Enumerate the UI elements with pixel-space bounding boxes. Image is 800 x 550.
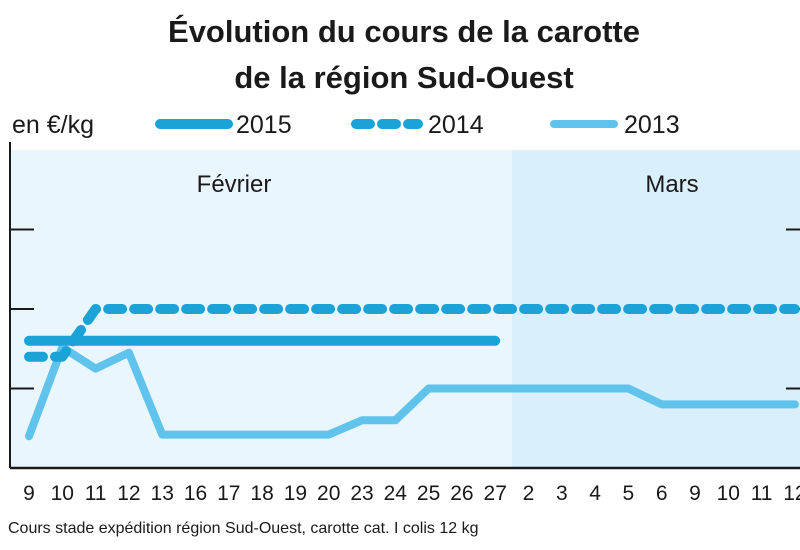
source-note: Cours stade expédition région Sud-Ouest,… bbox=[8, 520, 478, 537]
legend-label-2015: 2015 bbox=[236, 111, 292, 139]
x-tick-label-14: 27 bbox=[484, 482, 507, 505]
x-tick-label-9: 20 bbox=[317, 482, 340, 505]
series-line-2014 bbox=[24, 304, 800, 362]
series-lines bbox=[24, 304, 800, 441]
chart-title-line2: de la région Sud-Ouest bbox=[234, 60, 573, 95]
x-tick-label-6: 17 bbox=[217, 482, 240, 505]
x-tick-label-17: 4 bbox=[589, 482, 601, 505]
chart-title-line1: Évolution du cours de la carotte bbox=[168, 14, 640, 49]
x-axis-tick-labels: 9 10 11 12 13 16 17 18 19 20 23 24 25 26 27 2 3 4 5 6 9 10 11 1… bbox=[23, 482, 800, 505]
x-tick-label-0: 9 bbox=[23, 482, 35, 505]
series-line-2013 bbox=[25, 343, 799, 441]
x-tick-label-21: 10 bbox=[717, 482, 740, 505]
x-tick-label-19: 6 bbox=[656, 482, 668, 505]
x-tick-label-16: 3 bbox=[556, 482, 568, 505]
x-tick-label-10: 23 bbox=[350, 482, 373, 505]
period-label-fevrier: Février bbox=[197, 171, 272, 198]
x-tick-label-23: 12 bbox=[783, 482, 800, 505]
x-tick-label-1: 10 bbox=[51, 482, 74, 505]
x-tick-label-22: 11 bbox=[751, 482, 773, 505]
period-label-mars: Mars bbox=[645, 171, 698, 198]
x-tick-label-2: 11 bbox=[85, 482, 107, 505]
x-tick-label-13: 26 bbox=[450, 482, 473, 505]
legend-label-2014: 2014 bbox=[428, 111, 484, 139]
legend-label-2013: 2013 bbox=[624, 111, 680, 139]
x-tick-label-18: 5 bbox=[623, 482, 635, 505]
x-tick-label-8: 19 bbox=[284, 482, 307, 505]
x-tick-label-15: 2 bbox=[523, 482, 535, 505]
x-tick-label-7: 18 bbox=[250, 482, 273, 505]
x-tick-label-12: 25 bbox=[417, 482, 440, 505]
y-axis-unit-label: en €/kg bbox=[12, 111, 94, 139]
x-tick-label-20: 9 bbox=[689, 482, 701, 505]
x-tick-label-4: 13 bbox=[151, 482, 174, 505]
period-labels: Février Mars bbox=[197, 171, 699, 198]
x-tick-label-5: 16 bbox=[184, 482, 207, 505]
x-tick-label-11: 24 bbox=[384, 482, 408, 505]
legend: 2015 2014 2013 bbox=[155, 111, 680, 139]
x-tick-label-3: 12 bbox=[117, 482, 140, 505]
